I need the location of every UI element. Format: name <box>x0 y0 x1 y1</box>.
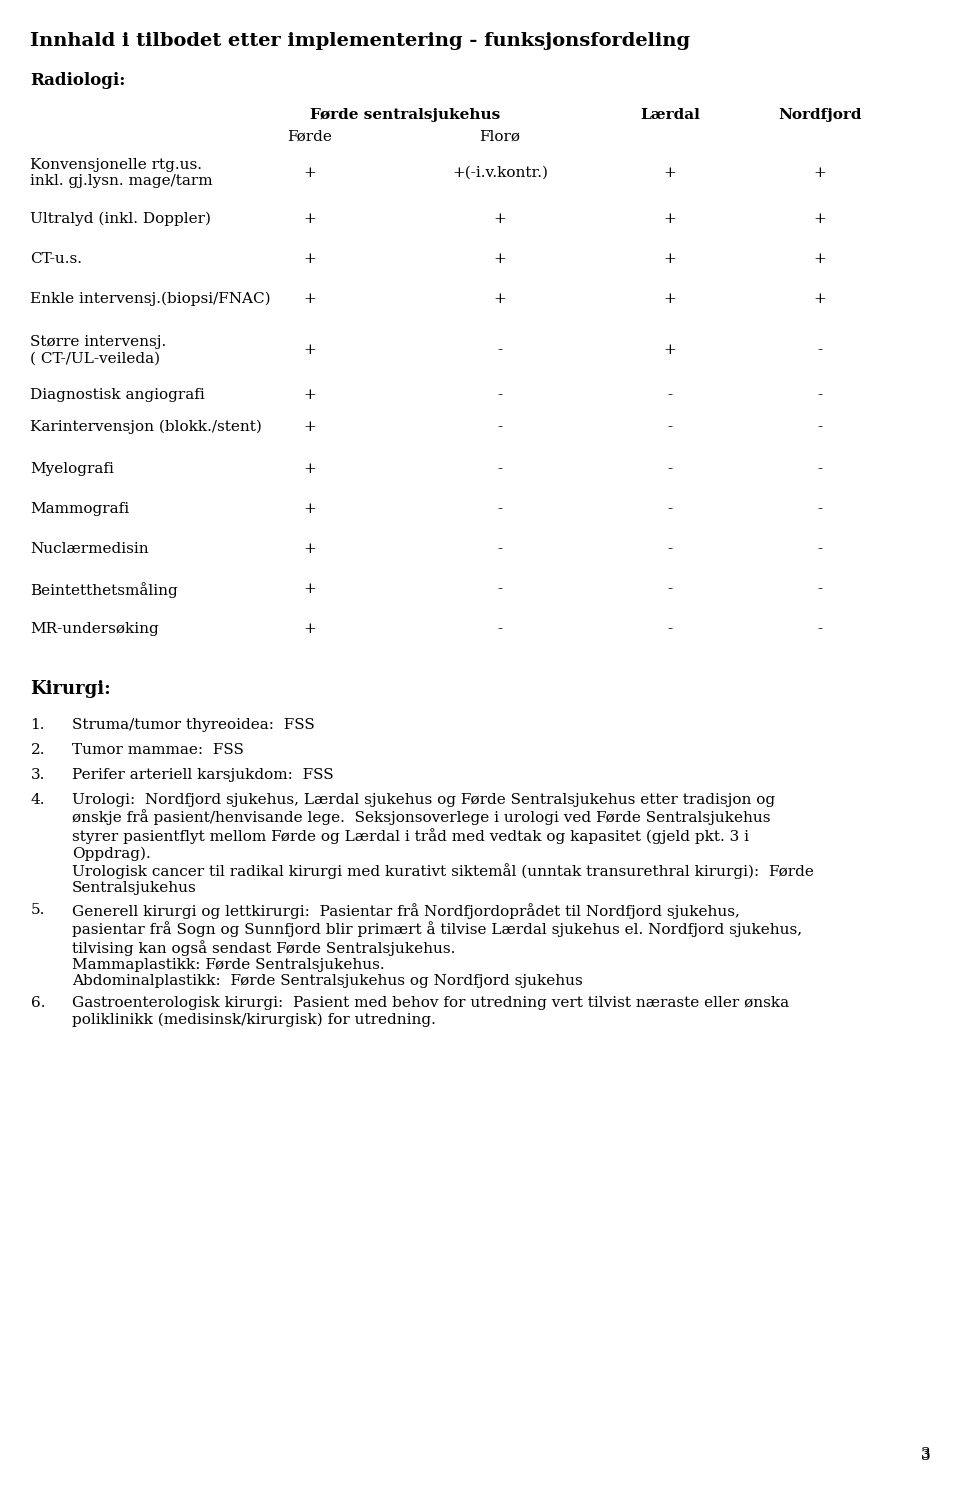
Text: +: + <box>663 166 677 180</box>
Text: -: - <box>817 462 823 476</box>
Text: 6.: 6. <box>31 996 45 1009</box>
Text: +: + <box>303 388 317 403</box>
Text: Florø: Florø <box>479 130 520 145</box>
Text: -: - <box>497 462 503 476</box>
Text: Karintervensjon (blokk./stent): Karintervensjon (blokk./stent) <box>30 420 262 434</box>
Text: Beintetthetsmåling: Beintetthetsmåling <box>30 581 178 598</box>
Text: +: + <box>814 212 827 227</box>
Text: MR-undersøking: MR-undersøking <box>30 622 158 637</box>
Text: -: - <box>497 388 503 403</box>
Text: Tumor mammae:  FSS: Tumor mammae: FSS <box>72 743 244 757</box>
Text: +: + <box>663 343 677 356</box>
Text: -: - <box>817 581 823 596</box>
Text: 1.: 1. <box>31 719 45 732</box>
Text: +: + <box>663 252 677 265</box>
Text: +: + <box>303 502 317 516</box>
Text: +: + <box>303 252 317 265</box>
Text: +: + <box>493 292 506 306</box>
Text: Radiologi:: Radiologi: <box>30 72 126 89</box>
Text: +: + <box>303 581 317 596</box>
Text: -: - <box>817 502 823 516</box>
Text: -: - <box>497 343 503 356</box>
Text: -: - <box>817 388 823 403</box>
Text: Førde: Førde <box>288 130 332 145</box>
Text: +: + <box>303 462 317 476</box>
Text: Myelografi: Myelografi <box>30 462 114 476</box>
Text: Perifer arteriell karsjukdom:  FSS: Perifer arteriell karsjukdom: FSS <box>72 768 334 781</box>
Text: +: + <box>303 212 317 227</box>
Text: -: - <box>817 420 823 434</box>
Text: Generell kirurgi og lettkirurgi:  Pasientar frå Nordfjordoprådet til Nordfjord s: Generell kirurgi og lettkirurgi: Pasient… <box>72 904 803 989</box>
Text: Diagnostisk angiografi: Diagnostisk angiografi <box>30 388 204 403</box>
Text: -: - <box>667 581 673 596</box>
Text: Nuclærmedisin: Nuclærmedisin <box>30 543 149 556</box>
Text: +: + <box>493 212 506 227</box>
Text: Førde sentralsjukehus: Førde sentralsjukehus <box>310 107 500 122</box>
Text: Nordfjord: Nordfjord <box>779 107 862 122</box>
Text: +: + <box>303 292 317 306</box>
Text: 3: 3 <box>921 1449 930 1463</box>
Text: +: + <box>814 252 827 265</box>
Text: 3: 3 <box>921 1446 930 1461</box>
Text: Innhald i tilbodet etter implementering - funksjonsfordeling: Innhald i tilbodet etter implementering … <box>30 31 690 51</box>
Text: Gastroenterologisk kirurgi:  Pasient med behov for utredning vert tilvist nærast: Gastroenterologisk kirurgi: Pasient med … <box>72 996 789 1027</box>
Text: -: - <box>667 462 673 476</box>
Text: -: - <box>667 420 673 434</box>
Text: -: - <box>667 502 673 516</box>
Text: Mammografi: Mammografi <box>30 502 130 516</box>
Text: +: + <box>814 292 827 306</box>
Text: +: + <box>493 252 506 265</box>
Text: Struma/tumor thyreoidea:  FSS: Struma/tumor thyreoidea: FSS <box>72 719 315 732</box>
Text: +: + <box>303 343 317 356</box>
Text: +: + <box>663 212 677 227</box>
Text: Lærdal: Lærdal <box>640 107 700 122</box>
Text: Større intervensj.
( CT-/UL-veileda): Større intervensj. ( CT-/UL-veileda) <box>30 335 166 365</box>
Text: -: - <box>497 581 503 596</box>
Text: -: - <box>817 343 823 356</box>
Text: +: + <box>303 543 317 556</box>
Text: -: - <box>497 543 503 556</box>
Text: 2.: 2. <box>31 743 45 757</box>
Text: Konvensjonelle rtg.us.
inkl. gj.lysn. mage/tarm: Konvensjonelle rtg.us. inkl. gj.lysn. ma… <box>30 158 212 188</box>
Text: -: - <box>497 420 503 434</box>
Text: +: + <box>814 166 827 180</box>
Text: -: - <box>667 388 673 403</box>
Text: 4.: 4. <box>31 793 45 807</box>
Text: Kirurgi:: Kirurgi: <box>30 680 110 698</box>
Text: 5.: 5. <box>31 904 45 917</box>
Text: +: + <box>303 622 317 637</box>
Text: -: - <box>817 622 823 637</box>
Text: Enkle intervensj.(biopsi/FNAC): Enkle intervensj.(biopsi/FNAC) <box>30 292 271 306</box>
Text: -: - <box>497 502 503 516</box>
Text: -: - <box>817 543 823 556</box>
Text: Ultralyd (inkl. Doppler): Ultralyd (inkl. Doppler) <box>30 212 211 227</box>
Text: CT-u.s.: CT-u.s. <box>30 252 82 265</box>
Text: 3.: 3. <box>31 768 45 781</box>
Text: +: + <box>303 166 317 180</box>
Text: -: - <box>667 543 673 556</box>
Text: +(-i.v.kontr.): +(-i.v.kontr.) <box>452 166 548 180</box>
Text: -: - <box>497 622 503 637</box>
Text: Urologi:  Nordfjord sjukehus, Lærdal sjukehus og Førde Sentralsjukehus etter tra: Urologi: Nordfjord sjukehus, Lærdal sjuk… <box>72 793 814 895</box>
Text: +: + <box>663 292 677 306</box>
Text: +: + <box>303 420 317 434</box>
Text: -: - <box>667 622 673 637</box>
